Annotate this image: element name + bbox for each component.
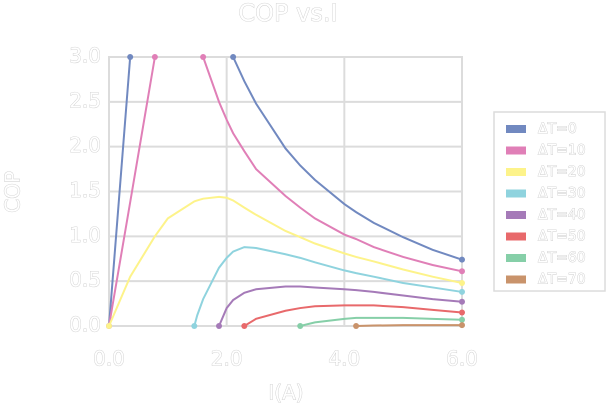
y-tick-label: 1.0 [69, 223, 101, 247]
end-point [459, 322, 465, 329]
end-point [230, 54, 237, 60]
x-axis-label: I(A) [268, 381, 303, 405]
series-line [218, 285, 463, 327]
end-point [459, 279, 465, 286]
end-point [151, 54, 158, 60]
x-tick-label: 6.0 [446, 347, 478, 371]
series-line [243, 304, 463, 327]
legend-swatch [506, 254, 526, 262]
end-point [106, 323, 112, 329]
legend-label: ΔT=30 [538, 186, 586, 202]
legend-swatch [506, 146, 526, 155]
series-line [356, 324, 462, 327]
end-point [200, 54, 207, 60]
series-line [108, 195, 463, 327]
legend-label: ΔT=20 [538, 164, 586, 180]
series-line [193, 246, 463, 327]
x-tick-label: 2.0 [211, 347, 243, 371]
legend-swatch [506, 211, 526, 219]
y-tick-label: 2.0 [69, 133, 101, 157]
end-point [459, 256, 465, 263]
end-point [353, 323, 360, 329]
end-point [241, 323, 248, 329]
end-point [127, 54, 134, 60]
chart-title: COP vs.I [238, 0, 337, 27]
y-tick-label: 1.5 [69, 178, 101, 202]
series-line [232, 56, 463, 261]
x-tick-label: 4.0 [328, 347, 360, 371]
legend-swatch [506, 168, 526, 176]
legend-label: ΔT=50 [538, 229, 586, 245]
series-line [299, 316, 463, 327]
x-tick-label: 0.0 [93, 347, 125, 371]
end-point [459, 268, 465, 275]
end-point [459, 316, 465, 323]
y-tick-label: 2.5 [69, 88, 101, 112]
legend-swatch [506, 232, 526, 241]
legend-label: ΔT=70 [538, 272, 586, 288]
legend-swatch [506, 275, 526, 284]
end-point [459, 288, 465, 295]
y-axis-label: COP [1, 171, 25, 213]
legend-label: ΔT=60 [538, 250, 586, 266]
end-point [459, 298, 465, 305]
legend-label: ΔT=0 [538, 121, 577, 137]
legend-swatch [506, 189, 526, 198]
legend-label: ΔT=10 [538, 143, 586, 159]
legend-label: ΔT=40 [538, 207, 586, 223]
end-point [459, 309, 465, 316]
y-tick-label: 3.0 [69, 44, 101, 68]
end-point [216, 323, 223, 329]
series-line [108, 56, 132, 327]
end-point [191, 323, 198, 329]
legend-swatch [506, 125, 526, 133]
end-point [297, 323, 304, 329]
series-line [202, 56, 463, 273]
y-tick-label: 0.5 [69, 268, 101, 292]
y-tick-label: 0.0 [69, 313, 101, 337]
series-line [108, 56, 156, 327]
